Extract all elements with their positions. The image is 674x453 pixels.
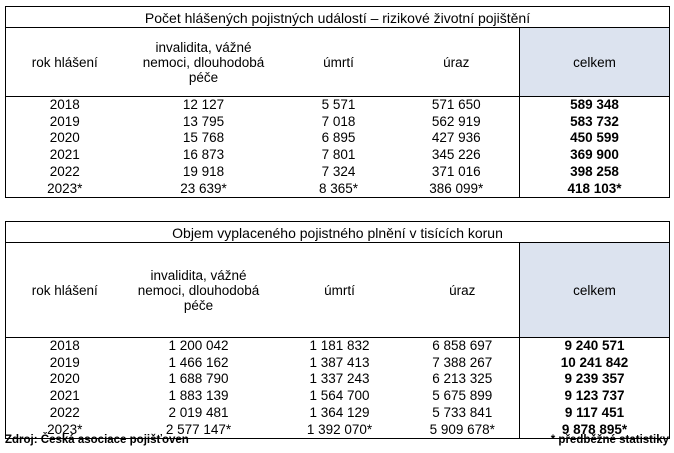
cell-year: 2020	[5, 130, 124, 147]
table-row: 2018 12 127 5 571 571 650 589 348	[5, 96, 671, 114]
table-row: 2020 1 688 790 1 337 243 6 213 325 9 239…	[5, 371, 671, 388]
column-header-year: rok hlášení	[5, 242, 124, 338]
cell-total: 10 241 842	[518, 354, 671, 372]
cell-injury: 427 936	[431, 130, 481, 146]
cell-year: 2022	[5, 404, 124, 422]
cell-year: 2020	[5, 371, 124, 388]
cell-injury: 386 099*	[393, 180, 520, 198]
cell-disability: 16 873	[182, 147, 225, 163]
cell-injury: 6 858 697	[432, 338, 493, 354]
cell-death: 6 895	[321, 130, 356, 146]
table-row: 2021 1 883 139 1 564 700 5 675 899 9 123…	[5, 387, 671, 405]
table-row: 2018 1 200 042 1 181 832 6 858 697 9 240…	[5, 337, 671, 355]
cell-disability: 1 200 042	[168, 338, 229, 354]
cell-disability: 2 577 147*	[123, 421, 274, 439]
cell-disability: 2 019 481	[168, 405, 229, 421]
cell-disability: 19 918	[182, 164, 225, 180]
cell-disability: 1 466 162	[168, 354, 229, 370]
payout-volume-table: Objem vyplaceného pojistného plnění v ti…	[4, 221, 671, 439]
column-header-death: úmrtí	[273, 242, 406, 338]
table-row: 2023* 2 577 147* 1 392 070* 5 909 678* 9…	[5, 421, 671, 439]
cell-year: 2022	[5, 163, 124, 181]
cell-death: 1 364 129	[309, 405, 370, 421]
cell-total: 589 348	[518, 96, 671, 114]
table-row: 2019 13 795 7 018 562 919 583 732	[5, 113, 671, 131]
cell-injury: 5 909 678*	[405, 421, 520, 439]
cell-total: 9 240 571	[518, 337, 671, 355]
table-title-row: Počet hlášených pojistných událostí – ri…	[4, 6, 671, 28]
cell-total: 9 117 451	[518, 404, 671, 422]
cell-year: 2023*	[5, 180, 124, 198]
cell-total: 583 732	[518, 113, 671, 131]
cell-disability: 12 127	[182, 97, 225, 113]
table-row: 2022 19 918 7 324 371 016 398 258	[5, 163, 671, 181]
cell-year: 2018	[5, 337, 124, 355]
cell-injury: 345 226	[431, 147, 481, 163]
cell-death: 1 181 832	[309, 338, 370, 354]
cell-death: 1 337 243	[309, 371, 370, 387]
table-header-row: rok hlášení invalidita, vážné nemoci, dl…	[5, 27, 671, 97]
cell-death: 1 392 070*	[273, 421, 406, 439]
cell-total: 9 878 895*	[518, 421, 671, 439]
table-row: 2019 1 466 162 1 387 413 7 388 267 10 24…	[5, 354, 671, 372]
cell-total: 418 103*	[518, 180, 671, 198]
cell-death: 7 324	[321, 164, 356, 180]
column-header-injury: úraz	[393, 27, 520, 97]
cell-death: 7 018	[321, 113, 356, 129]
cell-year: 2018	[5, 96, 124, 114]
cell-total: 9 123 737	[518, 387, 671, 405]
claims-count-title: Počet hlášených pojistných událostí – ri…	[4, 6, 671, 28]
cell-total: 398 258	[518, 163, 671, 181]
table-row: 2021 16 873 7 801 345 226 369 900	[5, 146, 671, 164]
cell-injury: 562 919	[431, 113, 481, 129]
preliminary-note: * předběžné statistiky	[550, 434, 669, 446]
cell-death: 7 801	[321, 147, 356, 163]
column-header-death: úmrtí	[283, 27, 394, 97]
cell-total: 369 900	[518, 146, 671, 164]
column-header-disability: invalidita, vážné nemoci, dlouhodobá péč…	[123, 27, 284, 97]
cell-disability: 1 883 139	[168, 388, 229, 404]
cell-injury: 5 733 841	[432, 405, 493, 421]
table-row: 2023* 23 639* 8 365* 386 099* 418 103*	[5, 180, 671, 198]
cell-year: 2021	[5, 146, 124, 164]
cell-injury: 7 388 267	[432, 354, 493, 370]
table-title-row: Objem vyplaceného pojistného plnění v ti…	[4, 221, 671, 243]
cell-injury: 571 650	[431, 97, 481, 113]
table-row: 2022 2 019 481 1 364 129 5 733 841 9 117…	[5, 404, 671, 422]
column-header-total: celkem	[518, 27, 671, 97]
table-header-row: rok hlášení invalidita, vážné nemoci, dl…	[5, 242, 671, 338]
cell-injury: 6 213 325	[432, 371, 493, 387]
cell-total: 9 239 357	[518, 371, 671, 388]
cell-disability: 15 768	[182, 130, 225, 146]
cell-disability: 23 639*	[123, 180, 284, 198]
column-header-total: celkem	[518, 242, 671, 338]
cell-death: 5 571	[321, 97, 356, 113]
column-header-injury: úraz	[405, 242, 520, 338]
cell-injury: 5 675 899	[432, 388, 493, 404]
cell-year: 2019	[5, 113, 124, 131]
cell-death: 1 564 700	[309, 388, 370, 404]
column-header-year: rok hlášení	[5, 27, 124, 97]
cell-total: 450 599	[518, 130, 671, 147]
cell-year: 2019	[5, 354, 124, 372]
source-note: Zdroj: Česká asociace pojišťoven	[5, 434, 189, 446]
payout-volume-title: Objem vyplaceného pojistného plnění v ti…	[4, 221, 671, 243]
cell-death: 1 387 413	[309, 354, 370, 370]
cell-year: 2021	[5, 387, 124, 405]
cell-year: 2023*	[5, 421, 124, 439]
claims-count-table: Počet hlášených pojistných událostí – ri…	[4, 6, 671, 198]
cell-death: 8 365*	[283, 180, 394, 198]
table-row: 2020 15 768 6 895 427 936 450 599	[5, 130, 671, 147]
cell-injury: 371 016	[431, 164, 481, 180]
cell-disability: 1 688 790	[168, 371, 229, 387]
cell-disability: 13 795	[182, 113, 225, 129]
column-header-disability: invalidita, vážné nemoci, dlouhodobá péč…	[123, 242, 274, 338]
